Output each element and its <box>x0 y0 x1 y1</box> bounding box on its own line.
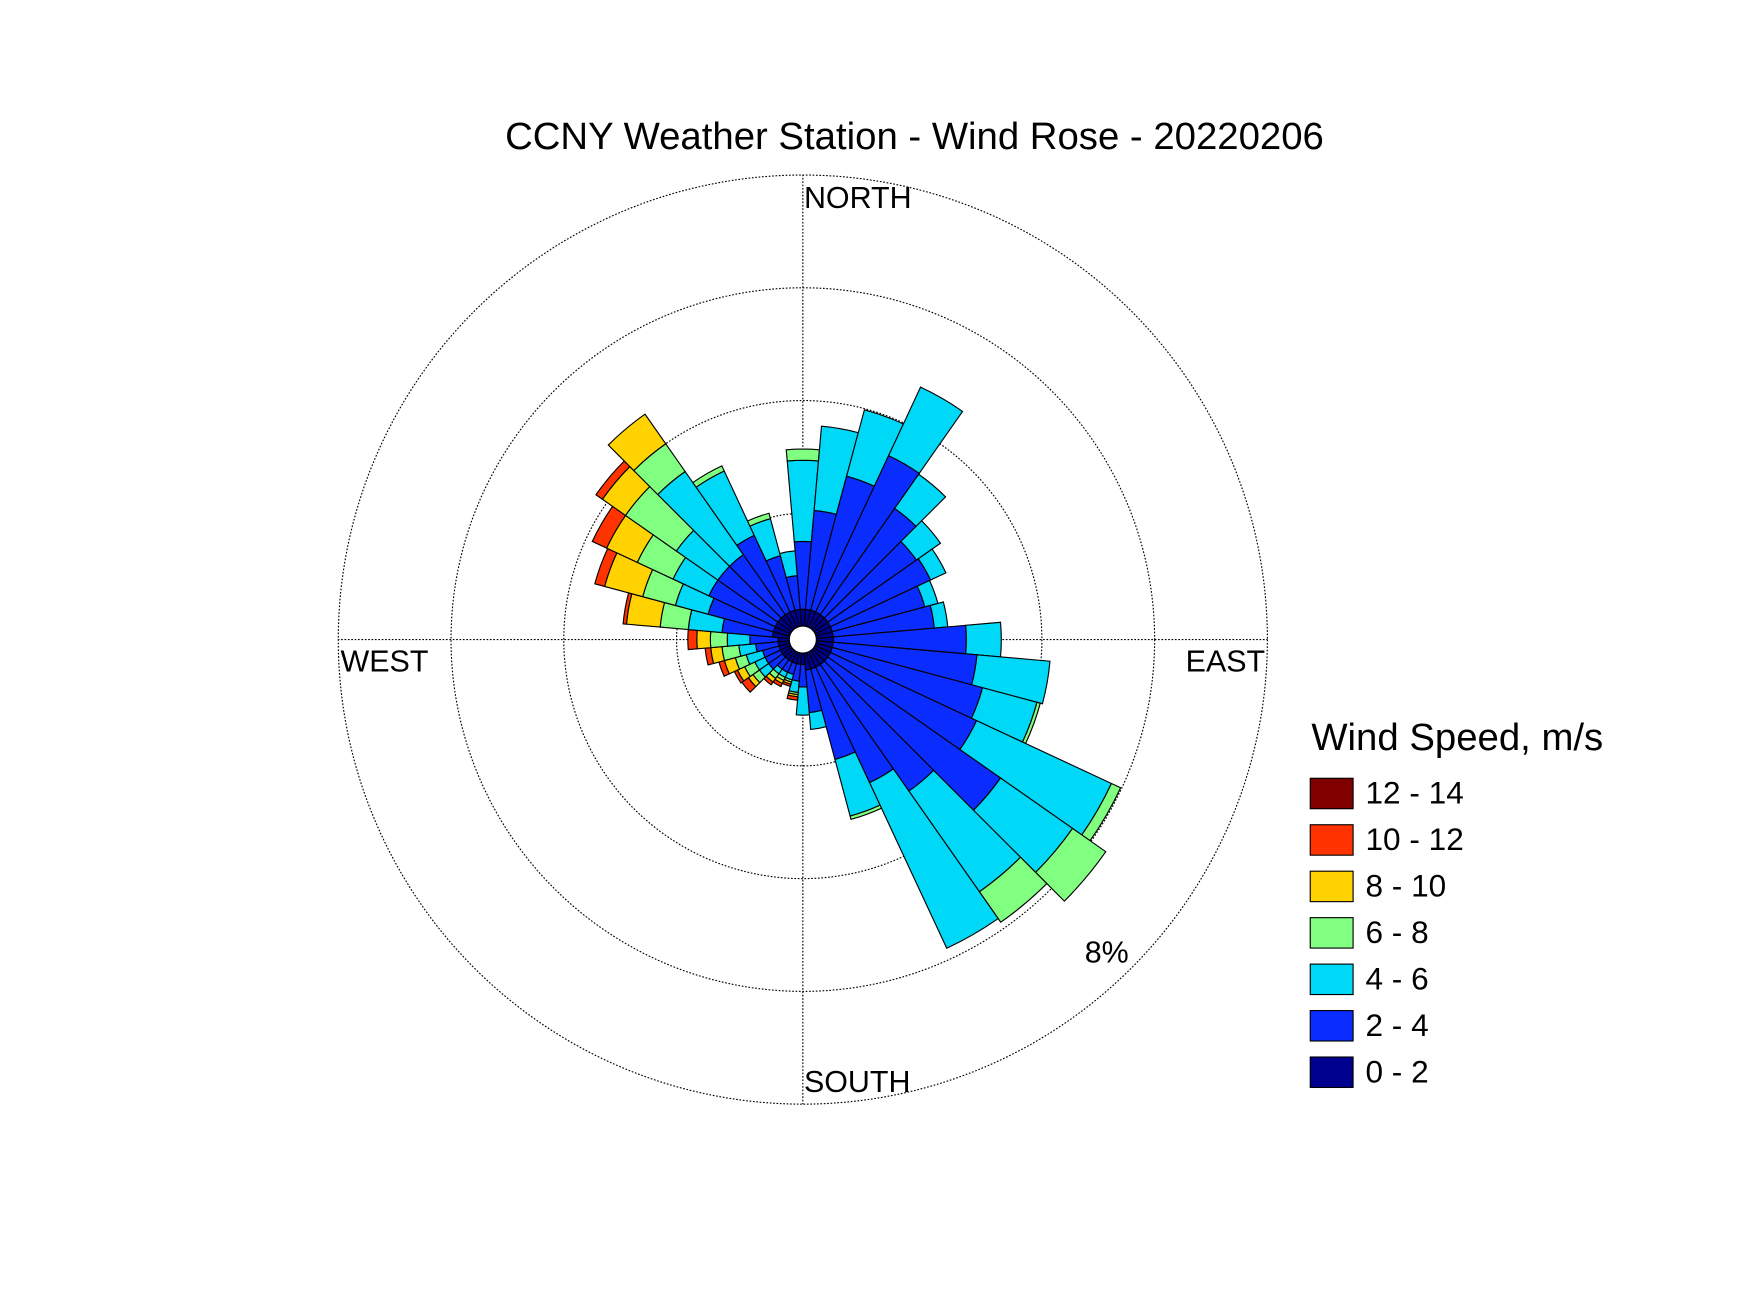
wedge <box>900 519 942 561</box>
wedge <box>709 630 729 649</box>
legend-swatch <box>1309 1056 1354 1089</box>
compass-label: EAST <box>1186 644 1266 678</box>
wedge <box>785 448 821 462</box>
wedge <box>696 629 712 650</box>
r-tick-label: 8% <box>1085 935 1129 969</box>
compass-label: WEST <box>341 644 429 678</box>
legend-swatch <box>1309 963 1354 996</box>
wedge <box>868 768 999 949</box>
legend-label: 4 - 6 <box>1365 960 1428 996</box>
legend-swatch <box>1309 870 1354 903</box>
legend-label: 10 - 12 <box>1365 821 1463 857</box>
legend-swatch <box>1309 777 1354 810</box>
wedge <box>1034 827 1107 902</box>
wedge <box>887 386 964 475</box>
wedge <box>965 621 1002 658</box>
legend-label: 12 - 14 <box>1365 775 1463 811</box>
wedge <box>746 512 772 527</box>
wedge <box>779 550 798 579</box>
wedge <box>607 413 667 472</box>
grid-circle <box>563 399 1043 880</box>
wedge <box>849 804 883 820</box>
wedge <box>687 628 698 651</box>
wedge <box>970 654 1051 705</box>
legend-label: 6 - 8 <box>1365 914 1428 950</box>
wedge <box>795 686 811 716</box>
wedge <box>893 473 947 528</box>
legend-title: Wind Speed, m/s <box>1311 716 1603 759</box>
legend-swatch <box>1309 917 1354 949</box>
wedge <box>786 694 799 701</box>
chart-title: CCNY Weather Station - Wind Rose - 20220… <box>505 115 1324 158</box>
legend-swatch <box>1309 1009 1354 1042</box>
legend-label: 2 - 4 <box>1365 1007 1428 1043</box>
legend-swatch <box>1309 824 1354 856</box>
wedge <box>917 548 947 581</box>
wedge <box>808 709 827 731</box>
wedge <box>978 856 1048 924</box>
legend-label: 0 - 2 <box>1365 1053 1428 1089</box>
legend-label: 8 - 10 <box>1365 867 1446 903</box>
wedge <box>692 465 725 488</box>
compass-label: SOUTH <box>804 1065 911 1099</box>
center-hole <box>788 625 817 654</box>
compass-label: NORTH <box>804 181 912 215</box>
